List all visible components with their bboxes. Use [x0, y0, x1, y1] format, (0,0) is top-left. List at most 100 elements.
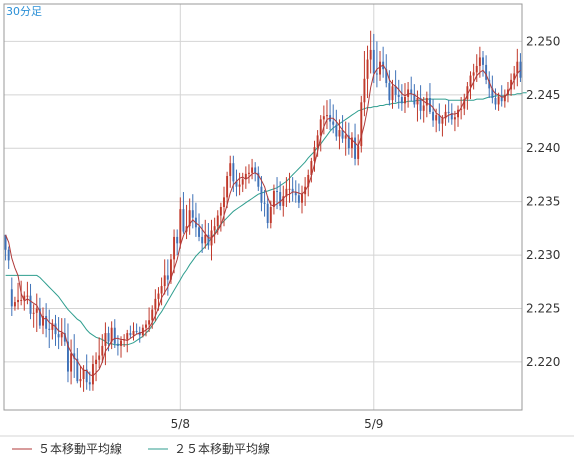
candlestick: [497, 92, 500, 111]
candlestick: [350, 132, 353, 158]
candlestick: [254, 162, 257, 182]
candle-body: [363, 78, 366, 103]
candle-body: [463, 99, 466, 109]
candle-body: [297, 195, 300, 203]
y-tick-label: 2.250: [526, 34, 560, 48]
candle-body: [63, 333, 66, 342]
candle-body: [400, 96, 403, 104]
candle-body: [113, 327, 116, 344]
legend-label-ma5: ５本移動平均線: [38, 441, 122, 456]
x-tick-label: 5/8: [171, 417, 190, 431]
candlestick: [226, 171, 229, 209]
candle-body: [260, 186, 263, 203]
y-tick-label: 2.220: [526, 355, 560, 369]
candle-body: [229, 163, 232, 177]
candle-body: [294, 192, 297, 196]
candle-body: [85, 369, 88, 383]
candle-body: [120, 340, 122, 346]
candlestick: [219, 202, 222, 232]
candlestick: [257, 166, 260, 191]
candle-body: [453, 117, 456, 120]
candle-body: [20, 299, 23, 301]
candlestick: [104, 322, 107, 366]
candle-body: [341, 130, 344, 139]
candle-body: [98, 355, 101, 360]
candlestick: [13, 296, 16, 311]
candle-body: [126, 333, 129, 340]
candle-body: [17, 299, 20, 303]
candle-body: [519, 61, 522, 78]
candlestick: [91, 355, 94, 391]
candlestick: [425, 91, 428, 118]
candlestick: [247, 164, 250, 184]
candle-body: [272, 190, 275, 207]
candlestick: [76, 348, 79, 384]
candlestick: [319, 115, 322, 152]
candlestick: [67, 323, 69, 383]
candle-body: [307, 174, 310, 187]
candle-body: [116, 343, 119, 346]
candlestick: [416, 90, 419, 122]
candlestick: [366, 45, 369, 99]
candle-body: [7, 249, 10, 261]
candle-body: [497, 96, 500, 105]
candlestick: [45, 303, 48, 338]
candlestick: [313, 140, 316, 172]
candle-body: [104, 333, 107, 346]
candle-body: [441, 118, 444, 124]
axes: [0, 3, 574, 437]
candle-body: [366, 59, 369, 79]
candle-body: [425, 98, 428, 106]
candlestick: [4, 234, 7, 261]
candle-body: [176, 236, 179, 244]
candle-body: [244, 173, 247, 180]
candlestick: [326, 100, 328, 130]
candlestick: [95, 352, 98, 382]
candlestick: [179, 197, 182, 249]
candle-body: [513, 73, 516, 80]
candlestick: [79, 366, 82, 388]
candle-body: [101, 345, 104, 356]
candle-body: [491, 88, 494, 99]
candle-body: [157, 293, 160, 299]
candle-body: [223, 197, 225, 207]
candle-body: [482, 57, 484, 65]
candle-body: [151, 309, 154, 321]
candlestick: [447, 100, 450, 123]
candlestick: [10, 277, 13, 316]
candlestick: [344, 121, 347, 156]
candlestick: [285, 177, 288, 207]
candle-body: [276, 190, 279, 193]
timeframe-label: 30分足: [6, 5, 42, 18]
candlestick: [310, 157, 313, 183]
candlesticks: [4, 30, 522, 392]
y-tick-label: 2.240: [526, 141, 560, 155]
candle-body: [201, 236, 204, 244]
candlestick: [188, 198, 191, 235]
candle-body: [394, 86, 397, 95]
candlestick: [17, 282, 20, 310]
candlestick: [297, 183, 300, 209]
candlestick: [419, 85, 422, 120]
candlestick: [129, 325, 132, 339]
y-tick-label: 2.245: [526, 88, 560, 102]
candle-body: [70, 353, 73, 372]
candlestick: [132, 322, 135, 341]
candlestick: [282, 185, 285, 217]
candle-body: [38, 308, 41, 326]
legend: ５本移動平均線 ２５本移動平均線: [12, 441, 270, 456]
candle-body: [51, 323, 54, 330]
candlestick: [410, 76, 413, 102]
candle-body: [391, 86, 394, 101]
candlestick: [413, 84, 416, 108]
candlestick: [70, 339, 73, 385]
candle-body: [32, 312, 35, 314]
candle-body: [60, 333, 63, 338]
candle-body: [163, 275, 166, 287]
candlestick: [235, 169, 238, 197]
candlestick: [338, 119, 341, 150]
candlestick: [357, 134, 360, 166]
candle-body: [313, 147, 316, 162]
y-tick-label: 2.235: [526, 195, 560, 209]
candle-body: [148, 320, 151, 325]
